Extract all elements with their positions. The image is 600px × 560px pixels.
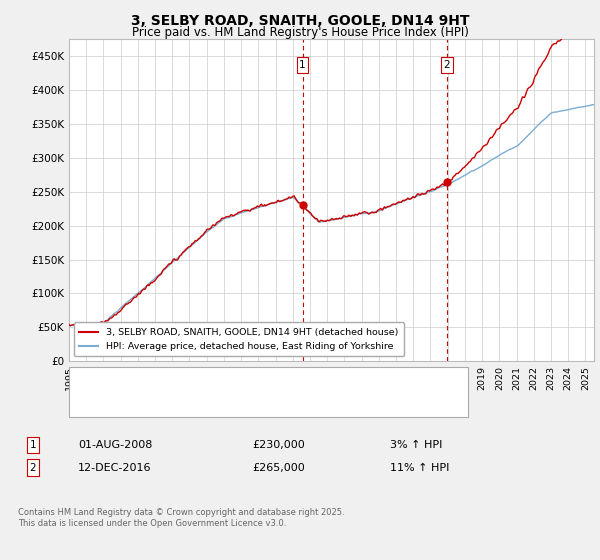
Text: 12-DEC-2016: 12-DEC-2016 <box>78 463 151 473</box>
Text: 3% ↑ HPI: 3% ↑ HPI <box>390 440 442 450</box>
Text: 3, SELBY ROAD, SNAITH, GOOLE, DN14 9HT: 3, SELBY ROAD, SNAITH, GOOLE, DN14 9HT <box>131 14 469 28</box>
Text: 11% ↑ HPI: 11% ↑ HPI <box>390 463 449 473</box>
Text: HPI: Average price, detached house, East Riding of Yorkshire: HPI: Average price, detached house, East… <box>81 399 377 409</box>
Text: Contains HM Land Registry data © Crown copyright and database right 2025.
This d: Contains HM Land Registry data © Crown c… <box>18 508 344 528</box>
Legend: 3, SELBY ROAD, SNAITH, GOOLE, DN14 9HT (detached house), HPI: Average price, det: 3, SELBY ROAD, SNAITH, GOOLE, DN14 9HT (… <box>74 323 404 357</box>
Text: 1: 1 <box>299 60 306 70</box>
Text: Price paid vs. HM Land Registry's House Price Index (HPI): Price paid vs. HM Land Registry's House … <box>131 26 469 39</box>
Text: 2: 2 <box>29 463 37 473</box>
Text: 01-AUG-2008: 01-AUG-2008 <box>78 440 152 450</box>
Text: 2: 2 <box>443 60 450 70</box>
Text: £230,000: £230,000 <box>252 440 305 450</box>
Text: 3, SELBY ROAD, SNAITH, GOOLE, DN14 9HT (detached house): 3, SELBY ROAD, SNAITH, GOOLE, DN14 9HT (… <box>81 373 383 383</box>
Text: 1: 1 <box>29 440 37 450</box>
Text: £265,000: £265,000 <box>252 463 305 473</box>
